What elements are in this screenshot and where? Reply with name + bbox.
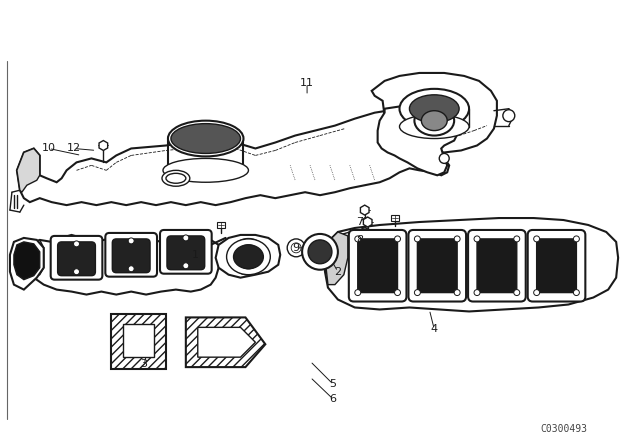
Ellipse shape [168,121,243,156]
Polygon shape [186,318,266,367]
Circle shape [394,236,401,242]
Polygon shape [111,314,166,369]
Circle shape [128,238,134,244]
Circle shape [474,236,480,242]
Text: 7: 7 [356,217,364,227]
Circle shape [454,236,460,242]
Circle shape [237,245,260,269]
Circle shape [360,228,370,238]
Text: 2: 2 [334,267,342,277]
Polygon shape [216,235,280,278]
FancyBboxPatch shape [528,230,586,302]
Polygon shape [198,327,255,357]
Circle shape [287,239,305,257]
Polygon shape [364,217,372,227]
Polygon shape [14,242,40,280]
FancyBboxPatch shape [417,239,457,293]
Circle shape [183,235,189,241]
Polygon shape [99,141,108,151]
Circle shape [534,289,540,296]
Polygon shape [217,222,225,228]
FancyBboxPatch shape [537,239,577,293]
Circle shape [573,289,579,296]
Ellipse shape [234,245,263,269]
Ellipse shape [227,239,270,275]
Text: 1: 1 [192,250,199,260]
Circle shape [415,236,420,242]
Circle shape [514,289,520,296]
Ellipse shape [171,124,241,154]
Polygon shape [325,232,348,284]
Text: 10: 10 [42,143,56,154]
Text: C0300493: C0300493 [540,424,587,434]
FancyBboxPatch shape [160,230,212,274]
Text: 9: 9 [292,243,300,253]
Circle shape [183,263,189,269]
Text: 12: 12 [67,143,81,154]
Circle shape [302,234,338,270]
Ellipse shape [415,106,454,136]
FancyBboxPatch shape [477,239,516,293]
Polygon shape [325,218,618,311]
Circle shape [308,240,332,264]
FancyBboxPatch shape [51,236,102,280]
FancyBboxPatch shape [358,239,397,293]
Polygon shape [24,235,221,294]
Polygon shape [372,73,497,152]
Circle shape [454,289,460,296]
Circle shape [355,289,361,296]
Polygon shape [390,215,399,221]
Polygon shape [360,248,370,255]
FancyBboxPatch shape [167,236,205,270]
Circle shape [362,230,367,236]
FancyBboxPatch shape [408,230,466,302]
Text: 4: 4 [431,324,438,334]
Circle shape [74,241,79,247]
Text: 6: 6 [330,394,337,404]
FancyBboxPatch shape [112,239,150,273]
FancyBboxPatch shape [349,230,406,302]
Polygon shape [124,324,154,357]
Circle shape [415,289,420,296]
Ellipse shape [399,115,469,138]
Circle shape [534,236,540,242]
Circle shape [474,289,480,296]
Ellipse shape [162,170,190,186]
Circle shape [128,266,134,271]
Circle shape [394,289,401,296]
Polygon shape [17,148,40,192]
Circle shape [573,236,579,242]
Ellipse shape [163,159,248,182]
Ellipse shape [399,89,469,129]
Text: 11: 11 [300,78,314,88]
Text: 3: 3 [141,359,148,369]
Circle shape [291,243,301,253]
Ellipse shape [421,111,447,130]
Text: 8: 8 [356,235,364,245]
Circle shape [503,110,515,122]
Circle shape [355,236,361,242]
FancyBboxPatch shape [58,242,95,276]
Text: 5: 5 [330,379,337,389]
FancyBboxPatch shape [106,233,157,277]
Ellipse shape [410,95,459,123]
Circle shape [514,236,520,242]
Ellipse shape [166,173,186,183]
Ellipse shape [168,159,243,181]
Polygon shape [17,106,459,205]
Polygon shape [360,205,369,215]
FancyBboxPatch shape [468,230,525,302]
Circle shape [74,269,79,275]
Circle shape [230,239,266,275]
Circle shape [439,154,449,164]
Polygon shape [378,106,459,175]
Polygon shape [10,238,44,289]
Polygon shape [24,240,44,278]
